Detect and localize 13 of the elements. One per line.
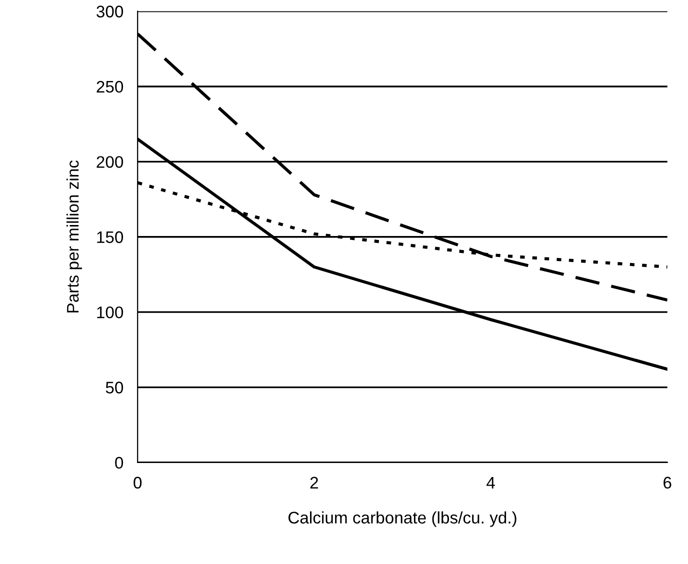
x-axis-title: Calcium carbonate (lbs/cu. yd.)	[288, 511, 516, 527]
y-tick-label: 300	[96, 6, 124, 18]
y-tick-label: 100	[97, 306, 124, 318]
y-tick-label: 250	[96, 80, 124, 93]
y-tick-label: 50	[106, 382, 124, 394]
y-tick-label: 200	[96, 156, 124, 168]
y-tick-label: 0	[115, 456, 124, 469]
x-tick-label: 2	[310, 476, 318, 488]
y-axis-title: Parts per million zinc	[66, 160, 82, 312]
x-tick-label: 6	[664, 476, 672, 489]
y-tick-label: 150	[97, 231, 124, 244]
x-tick-label: 0	[134, 476, 142, 489]
x-tick-label: 4	[486, 476, 495, 488]
